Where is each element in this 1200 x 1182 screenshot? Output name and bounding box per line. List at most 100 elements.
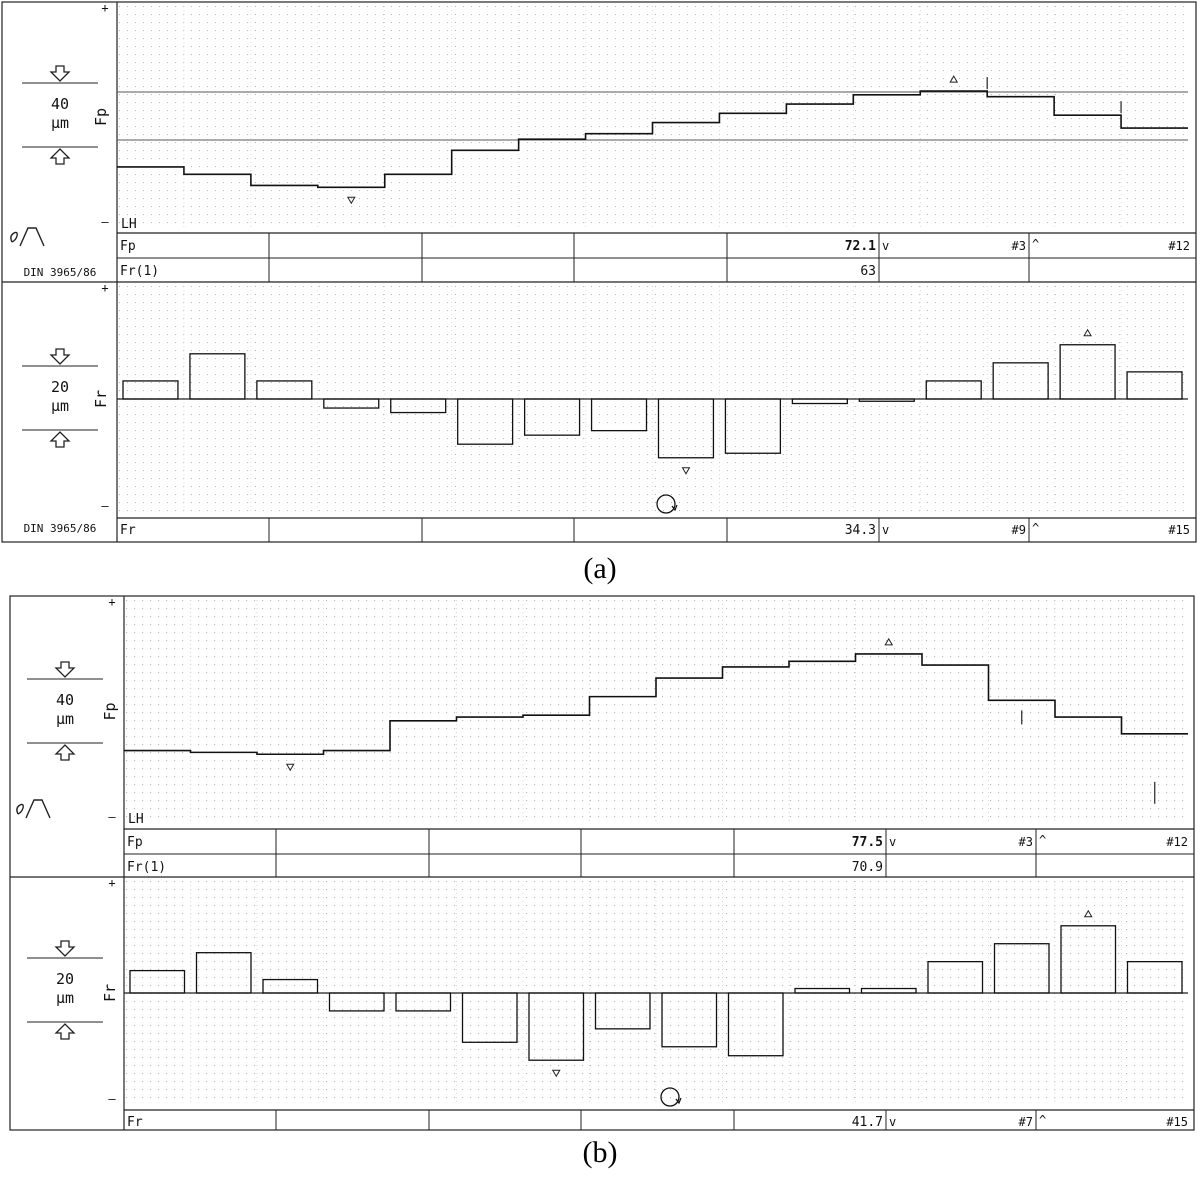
figa-fr-bar xyxy=(390,398,447,414)
figb-fr-row-caret: ^ xyxy=(1039,1113,1046,1127)
figa-rotation-arrow-icon xyxy=(671,504,678,512)
figa-fr-bar xyxy=(858,398,915,402)
figa-fp-scale-value: 40 xyxy=(51,95,69,113)
figb-fr-bar xyxy=(794,987,851,994)
figb-fp-plus: + xyxy=(108,595,115,609)
figa-fp-minus: – xyxy=(101,215,109,229)
figa-fr-bar xyxy=(1126,371,1183,400)
dotted-grid xyxy=(119,6,1188,228)
figa-fr-bar xyxy=(657,398,715,459)
figb-fp-axis-label: Fp xyxy=(101,702,119,720)
figa-fr-bar xyxy=(791,398,848,405)
figa-fp-scale-unit: µm xyxy=(51,114,69,132)
figa-fr-plus: + xyxy=(101,281,108,295)
figb-fr-bar xyxy=(195,952,252,994)
figb-fr-row-value: 41.7 xyxy=(852,1115,883,1130)
figa-frame xyxy=(1,1,1197,543)
caption-a: (a) xyxy=(583,552,617,585)
figb-fr-row-label: Fr xyxy=(127,1115,143,1130)
figb-fp-row1-value: 77.5 xyxy=(852,835,883,850)
figa-fr-row-label: Fr xyxy=(120,523,136,538)
figa-fp-row1-value: 72.1 xyxy=(845,239,876,254)
figb-fr-scale-down-arrow-icon xyxy=(54,940,76,957)
figb-fr-bar xyxy=(661,992,718,1048)
figa-fp-row2-label: Fr(1) xyxy=(120,264,159,279)
figa-fr-row-caret: ^ xyxy=(1032,521,1039,535)
figb-fr-row-marker: v xyxy=(889,1115,896,1129)
figa-fr-min-marker-icon xyxy=(681,467,691,475)
dotted-grid xyxy=(126,600,1188,823)
figb-fp-min-marker-icon xyxy=(285,763,295,772)
figa-fp-row1-label: Fp xyxy=(120,239,136,254)
figa-fr-bar xyxy=(256,380,313,400)
figa-fp-plus: + xyxy=(101,1,108,15)
figb-fr-minus: – xyxy=(108,1092,116,1106)
figb-rotation-circle-icon xyxy=(660,1087,680,1107)
figb-fp-scale-value: 40 xyxy=(56,691,74,709)
figb-fr-bar xyxy=(727,992,784,1057)
figb-rotation-arrow-icon xyxy=(675,1097,682,1105)
figb-fr-bar xyxy=(860,987,917,994)
figb-fr-bar xyxy=(395,992,452,1012)
figa-fr-row-last: #15 xyxy=(1168,523,1190,537)
figb-fp-minus: – xyxy=(108,810,116,824)
figb-fp-max-marker-icon xyxy=(884,637,894,646)
figb-fr-bar xyxy=(328,992,385,1012)
figa-fp-scale-up-arrow-icon xyxy=(49,148,71,165)
figa-fr-bar xyxy=(323,398,380,409)
figa-fp-scale-down-arrow-icon xyxy=(49,65,71,82)
figb-fr-axis-label: Fr xyxy=(101,984,119,1002)
figb-fr-scale-up-arrow-icon xyxy=(54,1023,76,1040)
figb-fr-bar xyxy=(594,992,651,1030)
figb-fr-row-last: #15 xyxy=(1166,1115,1188,1129)
figb-fp-row2-value: 70.9 xyxy=(852,860,883,875)
figa-fr-scale-value: 20 xyxy=(51,378,69,396)
figa-fp-row2-value: 63 xyxy=(860,264,876,279)
figa-fr-bar xyxy=(122,380,179,400)
figb-fr-row-index: #7 xyxy=(1019,1115,1033,1129)
figa-fr-standard: DIN 3965/86 xyxy=(24,522,97,535)
figb-fp-lh-label: LH xyxy=(128,812,144,827)
figb-fp-row1-label: Fp xyxy=(127,835,143,850)
figb-fp-scale-down-arrow-icon xyxy=(54,661,76,678)
figa-fr-bar xyxy=(590,398,648,432)
figa-probe-icon xyxy=(10,227,45,247)
figa-fr-row-marker: v xyxy=(882,523,889,537)
figb-fr-bar xyxy=(129,969,186,994)
figb-fr-bar xyxy=(927,960,984,994)
figa-fp-axis-label: Fp xyxy=(92,108,110,126)
figb-fr-bar xyxy=(993,943,1050,994)
figa-fr-bar xyxy=(523,398,581,436)
figb-fp-trace xyxy=(124,653,1188,756)
figa-fp-row1-marker: v xyxy=(882,239,889,253)
figa-fr-scale-down-arrow-icon xyxy=(49,348,71,365)
figb-fr-bar xyxy=(262,978,319,994)
figa-fp-row1-caret: ^ xyxy=(1032,237,1039,251)
figb-fr-min-marker-icon xyxy=(551,1069,561,1078)
figa-fr-scale-up-arrow-icon xyxy=(49,431,71,448)
figb-fp-row1-caret: ^ xyxy=(1039,833,1046,847)
figa-fp-trace xyxy=(117,90,1188,189)
figa-fr-axis-label: Fr xyxy=(92,390,110,408)
figa-fr-row-value: 34.3 xyxy=(845,523,876,538)
figa-fr-minus: – xyxy=(101,499,109,513)
caption-b: (b) xyxy=(582,1136,618,1169)
figb-fr-max-marker-icon xyxy=(1083,909,1093,918)
figb-probe-icon xyxy=(16,799,51,819)
figa-fp-row1-index: #3 xyxy=(1012,239,1026,253)
figa-fr-row-index: #9 xyxy=(1012,523,1026,537)
figb-fr-bar xyxy=(1126,960,1183,994)
figb-fr-bar xyxy=(461,992,518,1043)
figb-fp-row2-label: Fr(1) xyxy=(127,860,166,875)
figa-fp-max-marker-icon xyxy=(949,75,959,83)
figa-fr-bar xyxy=(457,398,514,445)
figa-rotation-circle-icon xyxy=(656,494,676,514)
figa-fr-bar xyxy=(724,398,782,454)
figb-fr-plus: + xyxy=(108,876,115,890)
figa-fp-row1-last: #12 xyxy=(1168,239,1190,253)
figa-fr-max-marker-icon xyxy=(1083,328,1092,337)
figb-fp-scale-up-arrow-icon xyxy=(54,744,76,761)
figa-fr-scale-unit: µm xyxy=(51,397,69,415)
figa-fr-bar xyxy=(992,362,1049,400)
